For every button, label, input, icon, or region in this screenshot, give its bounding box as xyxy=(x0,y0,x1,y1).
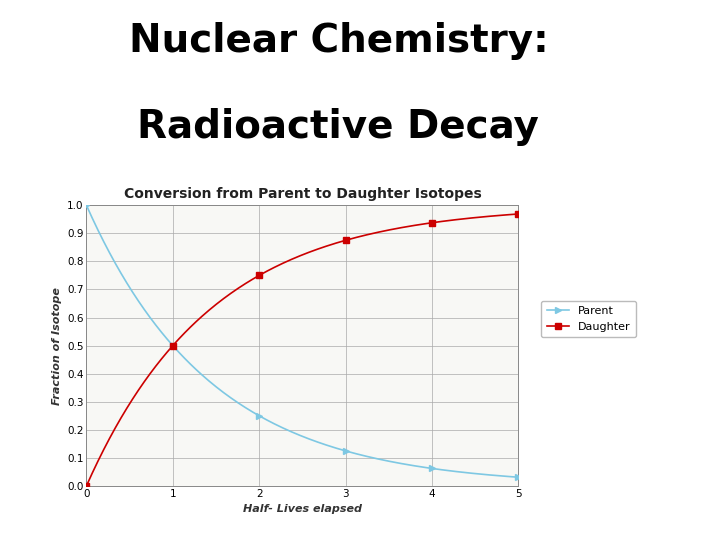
Legend: Parent, Daughter: Parent, Daughter xyxy=(541,301,636,338)
Title: Conversion from Parent to Daughter Isotopes: Conversion from Parent to Daughter Isoto… xyxy=(124,187,481,201)
Text: Nuclear Chemistry:: Nuclear Chemistry: xyxy=(129,22,548,59)
X-axis label: Half- Lives elapsed: Half- Lives elapsed xyxy=(243,504,362,514)
Y-axis label: Fraction of Isotope: Fraction of Isotope xyxy=(52,287,62,404)
Text: Radioactive Decay: Radioactive Decay xyxy=(138,108,539,146)
